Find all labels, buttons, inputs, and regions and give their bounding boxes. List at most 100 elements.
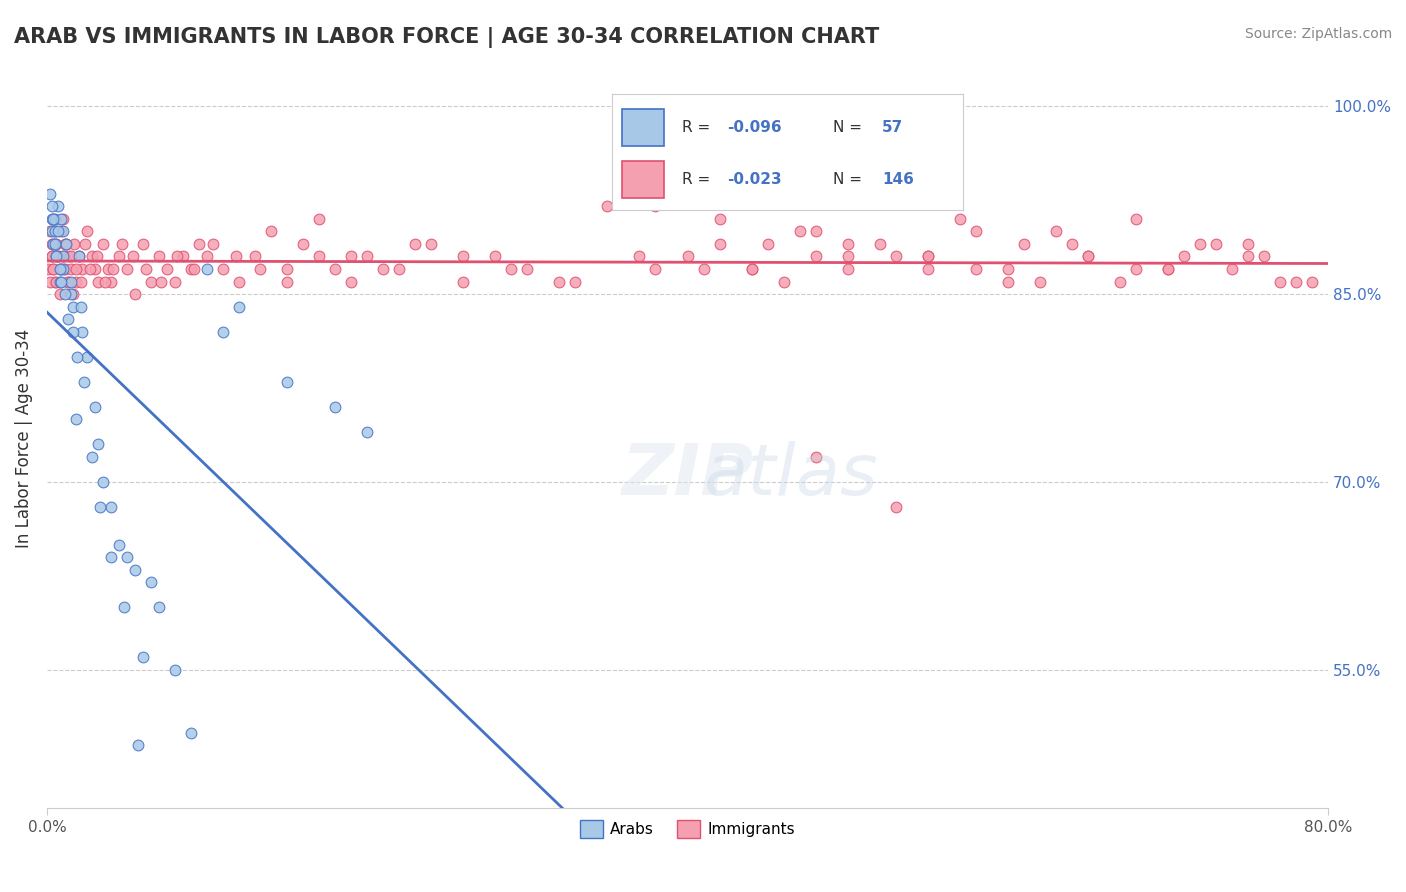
Point xyxy=(183,262,205,277)
Point xyxy=(148,250,170,264)
Point xyxy=(180,262,202,277)
Point xyxy=(52,211,75,226)
Point xyxy=(127,738,149,752)
Point xyxy=(276,275,298,289)
Point xyxy=(86,250,108,264)
Point xyxy=(1077,250,1099,264)
Point xyxy=(225,250,247,264)
Point xyxy=(52,250,75,264)
Point xyxy=(323,400,346,414)
Text: Source: ZipAtlas.com: Source: ZipAtlas.com xyxy=(1244,27,1392,41)
Point xyxy=(41,211,63,226)
Point xyxy=(188,236,211,251)
Point xyxy=(949,211,972,226)
Point xyxy=(87,437,110,451)
Point xyxy=(59,250,82,264)
Text: -0.096: -0.096 xyxy=(728,120,782,135)
Point xyxy=(46,250,69,264)
Point xyxy=(75,236,97,251)
Point xyxy=(41,250,63,264)
Point xyxy=(122,250,145,264)
Point xyxy=(65,262,87,277)
Point xyxy=(756,236,779,251)
Point xyxy=(52,250,75,264)
FancyBboxPatch shape xyxy=(621,109,665,145)
Point xyxy=(628,250,651,264)
Point xyxy=(65,412,87,426)
Point xyxy=(453,275,475,289)
Point xyxy=(1237,236,1260,251)
Point xyxy=(59,275,82,289)
Point xyxy=(132,236,155,251)
Point xyxy=(564,275,586,289)
Point xyxy=(356,250,378,264)
Point xyxy=(84,400,107,414)
Point xyxy=(62,300,84,314)
Point xyxy=(180,725,202,739)
Point xyxy=(1301,275,1323,289)
Point xyxy=(112,600,135,615)
Point xyxy=(55,236,77,251)
Point xyxy=(323,262,346,277)
Text: 146: 146 xyxy=(883,172,914,187)
Point xyxy=(42,236,65,251)
Point xyxy=(52,262,75,277)
Point xyxy=(80,250,103,264)
Point xyxy=(76,224,98,238)
Point xyxy=(884,500,907,514)
Point xyxy=(804,450,827,464)
Point xyxy=(63,236,86,251)
Point xyxy=(172,250,194,264)
Point xyxy=(52,224,75,238)
Point xyxy=(917,250,939,264)
Point xyxy=(51,224,73,238)
Point xyxy=(676,250,699,264)
Text: ARAB VS IMMIGRANTS IN LABOR FORCE | AGE 30-34 CORRELATION CHART: ARAB VS IMMIGRANTS IN LABOR FORCE | AGE … xyxy=(14,27,879,48)
Point xyxy=(124,563,146,577)
Point xyxy=(212,325,235,339)
Point xyxy=(644,199,666,213)
Point xyxy=(1285,275,1308,289)
Point xyxy=(93,275,115,289)
Point xyxy=(101,262,124,277)
Point xyxy=(100,500,122,514)
Point xyxy=(644,262,666,277)
Text: N =: N = xyxy=(832,120,868,135)
Point xyxy=(69,300,91,314)
Point xyxy=(148,600,170,615)
Point xyxy=(42,262,65,277)
Point xyxy=(139,275,162,289)
Point xyxy=(124,287,146,301)
Point xyxy=(67,250,90,264)
Point xyxy=(837,236,859,251)
Point xyxy=(1268,275,1291,289)
Point xyxy=(53,287,76,301)
Point xyxy=(501,262,523,277)
Point xyxy=(48,262,70,277)
Point xyxy=(41,236,63,251)
Point xyxy=(1012,236,1035,251)
Point xyxy=(1077,250,1099,264)
Point xyxy=(837,250,859,264)
Point xyxy=(340,250,363,264)
Point xyxy=(1157,262,1180,277)
Point xyxy=(70,325,93,339)
Point xyxy=(108,538,131,552)
Point xyxy=(340,275,363,289)
Point xyxy=(37,262,59,277)
Point xyxy=(156,262,179,277)
Point xyxy=(51,275,73,289)
Text: atlas: atlas xyxy=(703,441,877,509)
Point xyxy=(276,262,298,277)
Point xyxy=(58,250,80,264)
Point xyxy=(195,250,218,264)
Point xyxy=(39,186,62,201)
Point xyxy=(420,236,443,251)
Point xyxy=(195,262,218,277)
Point xyxy=(84,262,107,277)
Point xyxy=(453,250,475,264)
Point xyxy=(44,236,66,251)
Point xyxy=(356,425,378,439)
Point xyxy=(100,550,122,565)
Text: R =: R = xyxy=(682,120,716,135)
